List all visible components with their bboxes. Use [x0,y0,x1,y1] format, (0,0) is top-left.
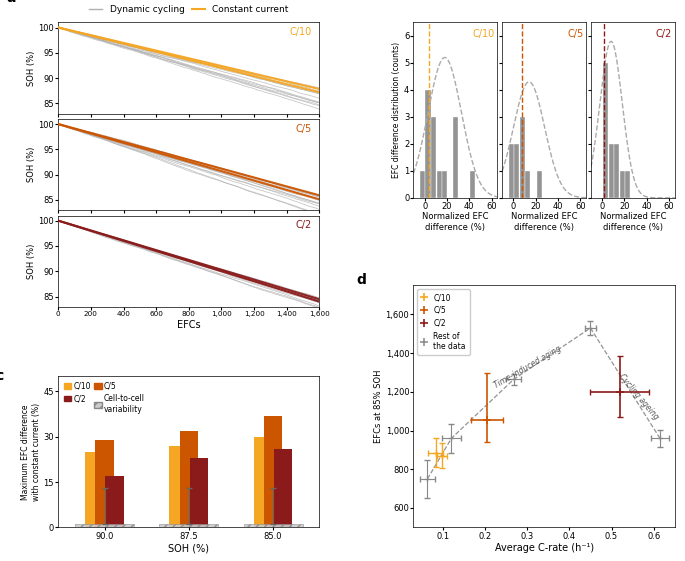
Bar [253,436,272,527]
Legend: Dynamic cycling, Constant current: Dynamic cycling, Constant current [85,2,292,17]
Bar [95,440,114,527]
Bar [625,171,630,198]
X-axis label: Normalized EFC
difference (%): Normalized EFC difference (%) [511,213,577,232]
Bar [85,452,103,527]
Bar [244,525,303,527]
Text: Cycling ageing: Cycling ageing [617,372,660,421]
Bar [420,171,425,198]
Y-axis label: SOH (%): SOH (%) [27,147,36,182]
Bar [75,525,134,527]
Bar [453,117,458,198]
X-axis label: Normalized EFC
difference (%): Normalized EFC difference (%) [422,213,488,232]
Bar [603,63,608,198]
X-axis label: SOH (%): SOH (%) [169,543,210,553]
Bar [436,171,442,198]
X-axis label: Normalized EFC
difference (%): Normalized EFC difference (%) [599,213,666,232]
Bar [179,431,198,527]
Bar [274,449,292,527]
Text: d: d [356,273,366,287]
Bar [514,144,519,198]
Bar [105,476,124,527]
Bar [160,525,219,527]
Bar [425,90,430,198]
Legend: C/10, C/2, C/5, Cell-to-cell
variability: C/10, C/2, C/5, Cell-to-cell variability [62,380,147,416]
X-axis label: EFCs: EFCs [177,320,201,330]
Bar [509,144,514,198]
Bar [190,458,208,527]
Bar [536,171,542,198]
Y-axis label: EFCs at 85% SOH: EFCs at 85% SOH [374,370,383,443]
Text: C/10: C/10 [473,30,495,39]
Bar [470,171,475,198]
Bar [525,171,530,198]
Bar [520,117,525,198]
Y-axis label: SOH (%): SOH (%) [27,243,36,279]
X-axis label: Average C-rate (h⁻¹): Average C-rate (h⁻¹) [495,543,594,553]
Text: c: c [0,369,4,383]
Bar [614,144,619,198]
Text: C/2: C/2 [656,30,672,39]
Bar [431,117,436,198]
Bar [443,171,447,198]
Y-axis label: EFC difference distribution (counts): EFC difference distribution (counts) [393,42,401,178]
Bar [608,144,614,198]
Legend: C/10, C/5, C/2, Rest of
the data: C/10, C/5, C/2, Rest of the data [417,289,470,355]
Y-axis label: Maximum EFC difference
with constant current (%): Maximum EFC difference with constant cur… [21,403,40,501]
Text: C/5: C/5 [567,30,584,39]
Text: C/5: C/5 [295,123,312,134]
Text: C/2: C/2 [295,220,312,230]
Y-axis label: SOH (%): SOH (%) [27,50,36,86]
Text: C/10: C/10 [289,27,312,37]
Text: a: a [6,0,16,4]
Text: Time-induced aging: Time-induced aging [492,344,562,390]
Bar [169,446,188,527]
Bar [264,416,282,527]
Bar [620,171,625,198]
